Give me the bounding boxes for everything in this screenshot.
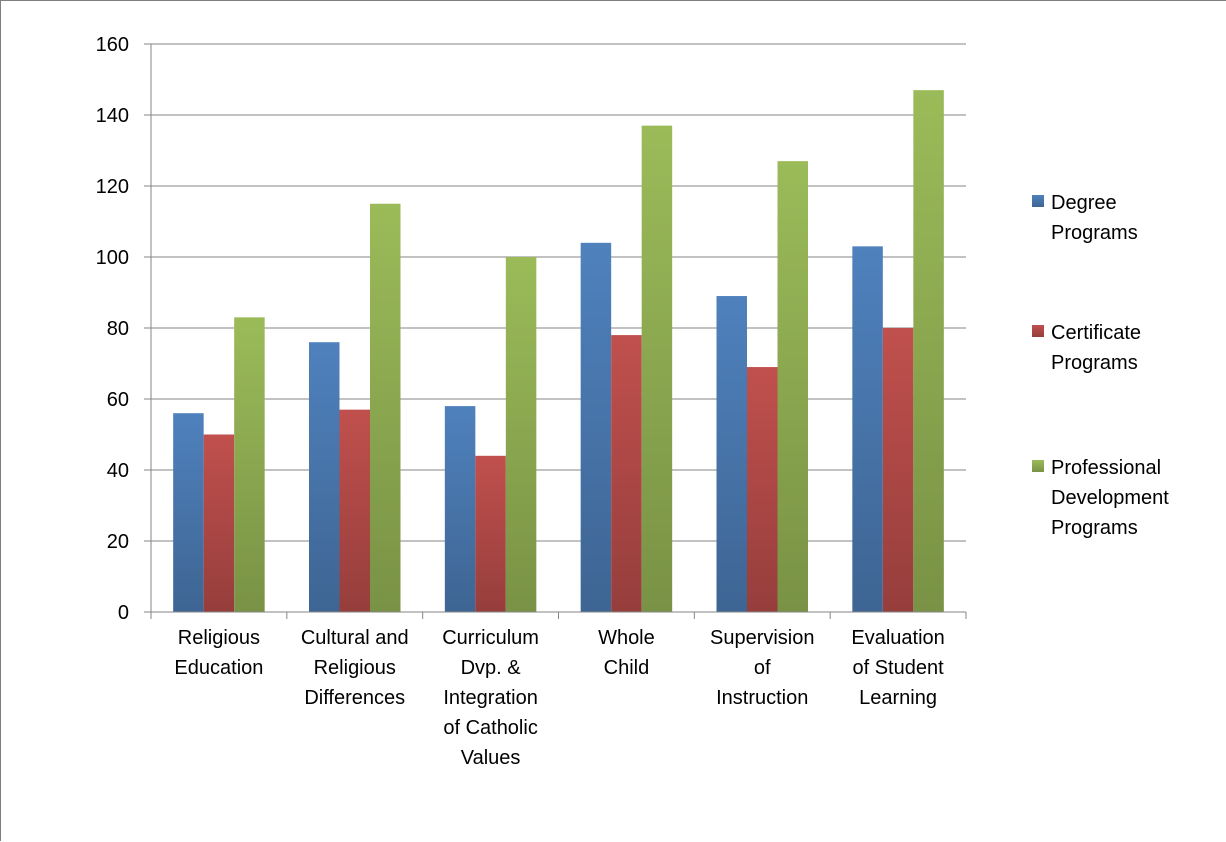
- y-tick-label: 0: [118, 602, 129, 624]
- legend-label-line: Certificate: [1051, 322, 1141, 344]
- legend-label-line: Programs: [1051, 352, 1138, 374]
- x-category-label: Cultural and Religious Differences: [301, 627, 409, 709]
- x-category-label: Religious Education: [174, 627, 263, 679]
- y-tick-label: 140: [96, 105, 129, 127]
- x-category-label-line: Whole: [598, 627, 655, 649]
- x-category-label: Supervision of Instruction: [710, 627, 815, 709]
- x-category-label: Curriculum Dvp. & Integration of Catholic Va…: [442, 627, 539, 769]
- y-tick-label: 40: [107, 460, 129, 482]
- bar-certificate-programs-2: [339, 409, 370, 612]
- x-category-label: Whole Child: [598, 627, 655, 679]
- bar-certificate-programs-3: [475, 455, 506, 612]
- x-category-label-line: Dvp. &: [461, 657, 522, 679]
- bar-professional-development-programs-1: [234, 317, 265, 612]
- axes: [144, 43, 967, 619]
- y-tick-labels: 0 20 40 60 80 100 120 140 160: [96, 34, 129, 624]
- legend-label-professional-development-programs: Professional Development Programs: [1051, 457, 1169, 539]
- bar-certificate-programs-5: [747, 367, 778, 612]
- x-category-label-line: Supervision: [710, 627, 815, 649]
- y-tick-label: 60: [107, 389, 129, 411]
- x-category-label-line: Values: [461, 747, 521, 769]
- y-tick-label: 20: [107, 531, 129, 553]
- bar-degree-programs-3: [444, 406, 476, 612]
- x-category-label-line: Integration: [443, 687, 538, 709]
- category-labels: Religious Education Cultural and Religious D…: [174, 627, 944, 769]
- legend-swatch-professional-development-programs: [1032, 460, 1044, 472]
- legend-label-line: Development: [1051, 487, 1169, 509]
- legend-label-certificate-programs: Certificate Programs: [1051, 322, 1141, 374]
- legend-label-line: Programs: [1051, 222, 1138, 244]
- x-category-label-line: Evaluation: [851, 627, 944, 649]
- legend-label-line: Programs: [1051, 517, 1138, 539]
- bar-degree-programs-2: [309, 342, 340, 612]
- legend-label-line: Degree: [1051, 192, 1117, 214]
- legend-label-line: Professional: [1051, 457, 1161, 479]
- x-category-label-line: Curriculum: [442, 627, 539, 649]
- bar-degree-programs-4: [580, 242, 612, 613]
- bar-professional-development-programs-2: [370, 203, 401, 612]
- x-category-label-line: Learning: [859, 687, 937, 709]
- gridlines: [151, 43, 966, 542]
- x-category-label-line: Child: [604, 657, 650, 679]
- bar-professional-development-programs-6: [913, 90, 944, 612]
- y-tick-label: 120: [96, 176, 129, 198]
- bar-degree-programs-1: [173, 413, 204, 612]
- bar-certificate-programs-1: [203, 434, 235, 612]
- x-category-label-line: Instruction: [716, 687, 808, 709]
- x-category-label-line: Differences: [304, 687, 405, 709]
- x-category-label-line: of Student: [852, 657, 944, 679]
- y-tick-label: 100: [96, 247, 129, 269]
- legend-swatch-degree-programs: [1032, 195, 1044, 207]
- bar-professional-development-programs-4: [641, 125, 673, 613]
- x-category-label-line: Religious: [178, 627, 260, 649]
- y-tick-label: 80: [107, 318, 129, 340]
- bar-professional-development-programs-5: [777, 161, 808, 612]
- bar-degree-programs-5: [716, 296, 747, 612]
- bar-professional-development-programs-3: [505, 257, 537, 612]
- x-category-label-line: Religious: [314, 657, 396, 679]
- legend-label-degree-programs: Degree Programs: [1051, 192, 1138, 244]
- legend-swatch-certificate-programs: [1032, 325, 1044, 337]
- x-category-label-line: Education: [174, 657, 263, 679]
- y-tick-label: 160: [96, 34, 129, 56]
- x-category-label-line: of: [754, 657, 771, 679]
- x-category-label-line: of Catholic: [443, 717, 538, 739]
- bar-degree-programs-6: [852, 246, 883, 612]
- x-category-label: Evaluation of Student Learning: [851, 627, 944, 709]
- bar-certificate-programs-4: [611, 335, 642, 612]
- bar-certificate-programs-6: [882, 328, 914, 612]
- x-category-label-line: Cultural and: [301, 627, 409, 649]
- bars: [173, 90, 944, 613]
